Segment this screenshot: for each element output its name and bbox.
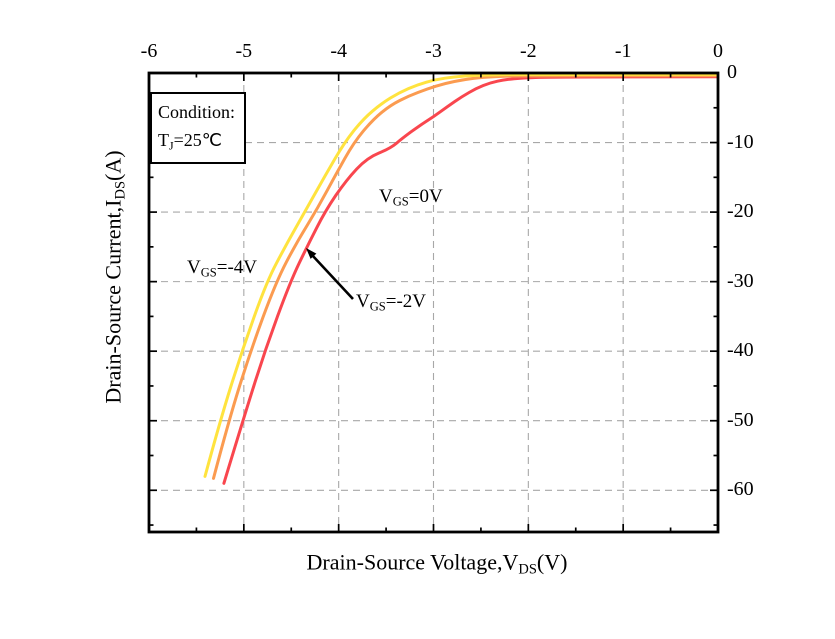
y-tick-label: -40 <box>727 339 754 362</box>
curve-label-vgs-minus4: VGS=-4V <box>187 257 258 280</box>
y-tick-label: 0 <box>727 61 737 84</box>
x-tick-label: -4 <box>330 40 347 62</box>
condition-value: TJ=25℃ <box>158 129 222 153</box>
x-tick-label: 0 <box>713 40 723 62</box>
arrow-line <box>311 254 354 300</box>
y-tick-label: -20 <box>727 200 754 223</box>
y-tick-label: -30 <box>727 269 754 292</box>
curve-vgs-2v <box>212 74 717 480</box>
x-tick-label: -1 <box>614 40 632 62</box>
curve-vgs-0v <box>222 75 717 485</box>
x-tick-label: -3 <box>425 40 442 62</box>
gridlines <box>149 73 718 532</box>
x-axis-title: Drain-Source Voltage,VDS(V) <box>306 549 568 578</box>
y-tick-label: -50 <box>727 408 754 431</box>
condition-title: Condition: <box>158 102 236 122</box>
annotation-arrow <box>306 248 354 300</box>
arrow-head <box>306 248 317 259</box>
y-tick-label: -10 <box>727 130 754 153</box>
x-tick-label: -5 <box>235 40 253 62</box>
y-tick-label: -60 <box>727 478 754 501</box>
curve-vgs-4v <box>203 74 717 478</box>
curve-label-vgs-minus2: VGS=-2V <box>356 291 427 314</box>
x-tick-label: -2 <box>519 40 537 62</box>
condition-box: Condition: TJ=25℃ <box>150 92 247 164</box>
x-tick-label: -6 <box>140 40 158 62</box>
curves <box>203 74 717 485</box>
y-axis-title: Drain-Source Current,IDS(A) <box>100 150 129 404</box>
curve-label-vgs-0: VGS=0V <box>379 186 443 209</box>
